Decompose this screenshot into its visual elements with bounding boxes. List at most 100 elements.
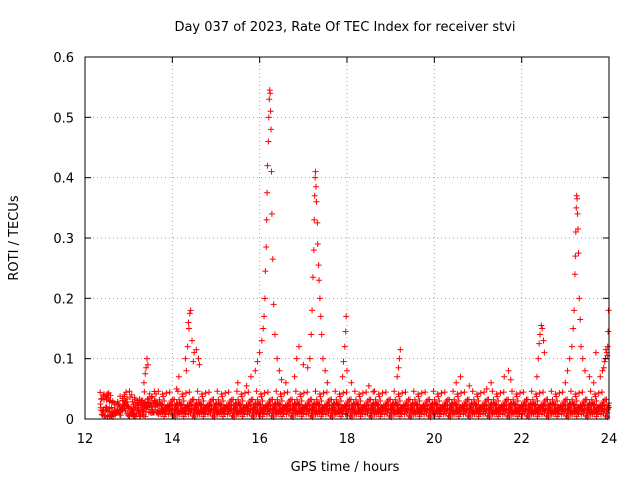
roti-point: [324, 379, 331, 386]
roti-point: [175, 373, 182, 380]
roti-point: [577, 316, 584, 323]
x-tick-label: 14: [164, 432, 181, 447]
baseline-point: [199, 393, 206, 400]
baseline-point: [241, 389, 248, 396]
baseline-point: [547, 407, 554, 414]
baseline-point: [238, 393, 245, 400]
roti-point: [348, 379, 355, 386]
baseline-point: [534, 398, 541, 405]
baseline-point: [513, 393, 520, 400]
baseline-point: [434, 401, 441, 408]
roti-point: [264, 189, 271, 196]
roti-point: [572, 228, 579, 235]
baseline-point: [382, 389, 389, 396]
baseline-point: [337, 393, 344, 400]
roti-point: [306, 355, 313, 362]
baseline-point: [396, 398, 403, 405]
roti-point: [562, 379, 569, 386]
baseline-point: [108, 404, 115, 411]
baseline-point: [102, 403, 109, 410]
baseline-point: [435, 393, 442, 400]
baseline-point: [202, 389, 209, 396]
baseline-point: [281, 389, 288, 396]
roti-point: [193, 346, 200, 353]
roti-point: [310, 247, 317, 254]
roti-point: [291, 373, 298, 380]
baseline-point: [567, 407, 574, 414]
roti-point: [453, 379, 460, 386]
roti-point: [341, 343, 348, 350]
roti-point: [265, 138, 272, 145]
roti-point: [605, 328, 612, 335]
baseline-point: [106, 408, 113, 415]
baseline-point: [591, 401, 598, 408]
baseline-point: [424, 401, 431, 408]
roti-point: [247, 373, 254, 380]
roti-point: [541, 349, 548, 356]
baseline-point: [422, 389, 429, 396]
baseline-point: [159, 401, 166, 408]
baseline-point: [148, 394, 155, 401]
roti-point: [260, 325, 267, 332]
baseline-point: [418, 389, 425, 396]
baseline-point: [186, 389, 193, 396]
baseline-point: [461, 389, 468, 396]
baseline-point: [183, 389, 190, 396]
baseline-point: [513, 401, 520, 408]
y-tick-label: 0.6: [53, 51, 74, 66]
roti-point: [315, 262, 322, 269]
baseline-point: [593, 398, 600, 405]
baseline-point: [415, 393, 422, 400]
roti-point: [592, 349, 599, 356]
baseline-point: [200, 398, 207, 405]
y-tick-label: 0.1: [53, 353, 74, 368]
baseline-point: [323, 389, 330, 396]
roti-point: [601, 358, 608, 365]
x-tick-label: 12: [77, 432, 94, 447]
baseline-point: [385, 401, 392, 408]
roti-point: [576, 295, 583, 302]
baseline-point: [542, 401, 549, 408]
axis-ticks: [84, 56, 610, 420]
roti-point: [311, 216, 318, 223]
baseline-point: [304, 389, 311, 396]
baseline-point: [399, 389, 406, 396]
roti-point: [191, 349, 198, 356]
baseline-point: [122, 389, 129, 396]
baseline-point: [495, 398, 502, 405]
roti-point: [570, 325, 577, 332]
baseline-point: [331, 407, 338, 414]
roti-point: [312, 174, 319, 181]
roti-point: [536, 340, 543, 347]
baseline-point: [312, 407, 319, 414]
baseline-point: [576, 389, 583, 396]
roti-point: [187, 307, 194, 314]
baseline-point: [533, 393, 540, 400]
baseline-point: [572, 393, 579, 400]
baseline-point: [205, 389, 212, 396]
baseline-point: [225, 389, 232, 396]
baseline-point: [264, 389, 271, 396]
roti-point: [317, 313, 324, 320]
baseline-point: [279, 398, 286, 405]
x-tick-label: 18: [339, 432, 356, 447]
baseline-point: [131, 394, 138, 401]
x-tick-label: 16: [251, 432, 268, 447]
roti-point: [312, 183, 319, 190]
roti-point: [343, 313, 350, 320]
roti-point: [183, 367, 190, 374]
roti-point: [309, 274, 316, 281]
roti-point: [278, 376, 285, 383]
baseline-point: [132, 413, 139, 420]
baseline-point: [237, 401, 244, 408]
baseline-point: [194, 407, 201, 414]
roti-point: [575, 250, 582, 257]
baseline-point: [97, 389, 104, 396]
baseline-point: [571, 401, 578, 408]
baseline-point: [449, 407, 456, 414]
roti-point: [394, 373, 401, 380]
roti-point: [311, 192, 318, 199]
baseline-point: [179, 393, 186, 400]
baseline-point: [292, 388, 299, 395]
roti-point: [318, 331, 325, 338]
